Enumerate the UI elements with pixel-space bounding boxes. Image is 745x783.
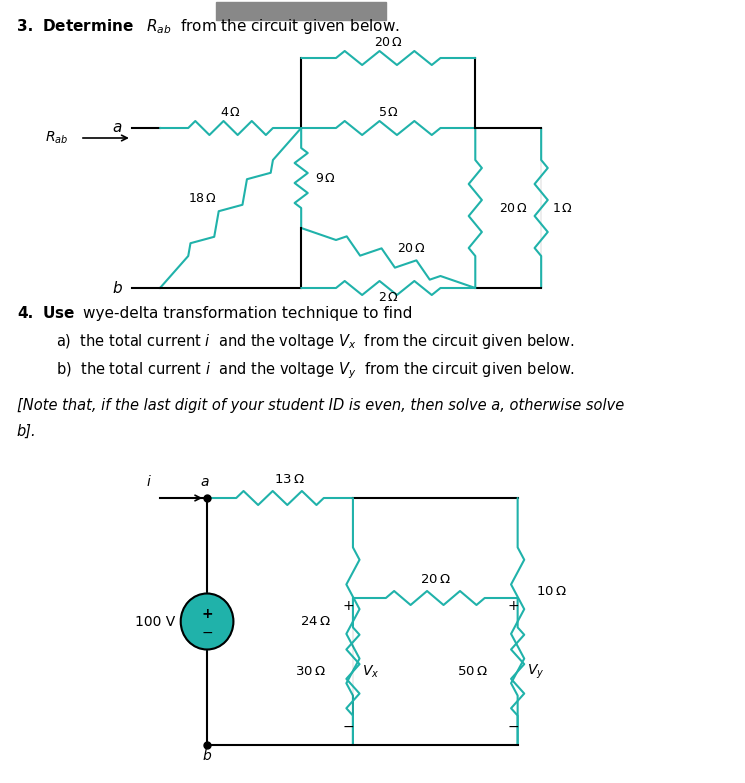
Text: +: + (343, 599, 354, 613)
Text: $-$: $-$ (507, 719, 519, 733)
Text: +: + (201, 608, 213, 622)
Text: $20\,\Omega$: $20\,\Omega$ (397, 241, 426, 254)
Text: $13\,\Omega$: $13\,\Omega$ (274, 473, 305, 486)
Text: $30\,\Omega$: $30\,\Omega$ (295, 665, 326, 678)
Text: $5\,\Omega$: $5\,\Omega$ (378, 106, 399, 119)
Text: $-$: $-$ (201, 625, 213, 638)
Text: $R_{ab}$: $R_{ab}$ (45, 130, 68, 146)
Text: $b$: $b$ (202, 748, 212, 763)
Text: $\bf{Determine}$: $\bf{Determine}$ (42, 18, 134, 34)
Text: $i$: $i$ (146, 474, 151, 489)
Text: $a$: $a$ (200, 475, 210, 489)
Text: $V_x$: $V_x$ (362, 663, 380, 680)
Text: $18\,\Omega$: $18\,\Omega$ (188, 192, 217, 204)
Text: $R_{ab}$  from the circuit given below.: $R_{ab}$ from the circuit given below. (146, 17, 399, 36)
Text: $-$: $-$ (342, 719, 355, 733)
Text: $20\,\Omega$: $20\,\Omega$ (499, 201, 528, 215)
Text: $1\,\Omega$: $1\,\Omega$ (553, 201, 574, 215)
Text: 4.: 4. (17, 306, 34, 321)
Text: b)  the total current $i$  and the voltage $V_y$  from the circuit given below.: b) the total current $i$ and the voltage… (57, 360, 576, 381)
Text: $9\,\Omega$: $9\,\Omega$ (315, 171, 337, 185)
Text: $20\,\Omega$: $20\,\Omega$ (374, 36, 403, 49)
Text: $24\,\Omega$: $24\,\Omega$ (300, 615, 331, 628)
Text: $4\,\Omega$: $4\,\Omega$ (220, 106, 241, 119)
Text: 100 V: 100 V (135, 615, 175, 629)
Circle shape (181, 594, 233, 650)
Text: wye-delta transformation technique to find: wye-delta transformation technique to fi… (83, 306, 412, 321)
Text: $50\,\Omega$: $50\,\Omega$ (457, 665, 488, 678)
Text: $2\,\Omega$: $2\,\Omega$ (378, 291, 399, 304)
Text: +: + (507, 599, 519, 613)
Text: b].: b]. (17, 424, 37, 439)
Text: $20\,\Omega$: $20\,\Omega$ (420, 573, 451, 586)
Text: $a$: $a$ (112, 121, 123, 135)
Text: $V_y$: $V_y$ (527, 662, 545, 680)
Text: a)  the total current $i$  and the voltage $V_x$  from the circuit given below.: a) the total current $i$ and the voltage… (57, 332, 575, 351)
Text: $b$: $b$ (112, 280, 123, 296)
Text: $10\,\Omega$: $10\,\Omega$ (536, 585, 567, 598)
Text: 3.: 3. (17, 19, 34, 34)
Bar (217, 2, 386, 20)
Text: [Note that, if the last digit of your student ID is even, then solve a, otherwis: [Note that, if the last digit of your st… (17, 398, 624, 413)
Text: $\bf{Use}$: $\bf{Use}$ (42, 305, 75, 321)
